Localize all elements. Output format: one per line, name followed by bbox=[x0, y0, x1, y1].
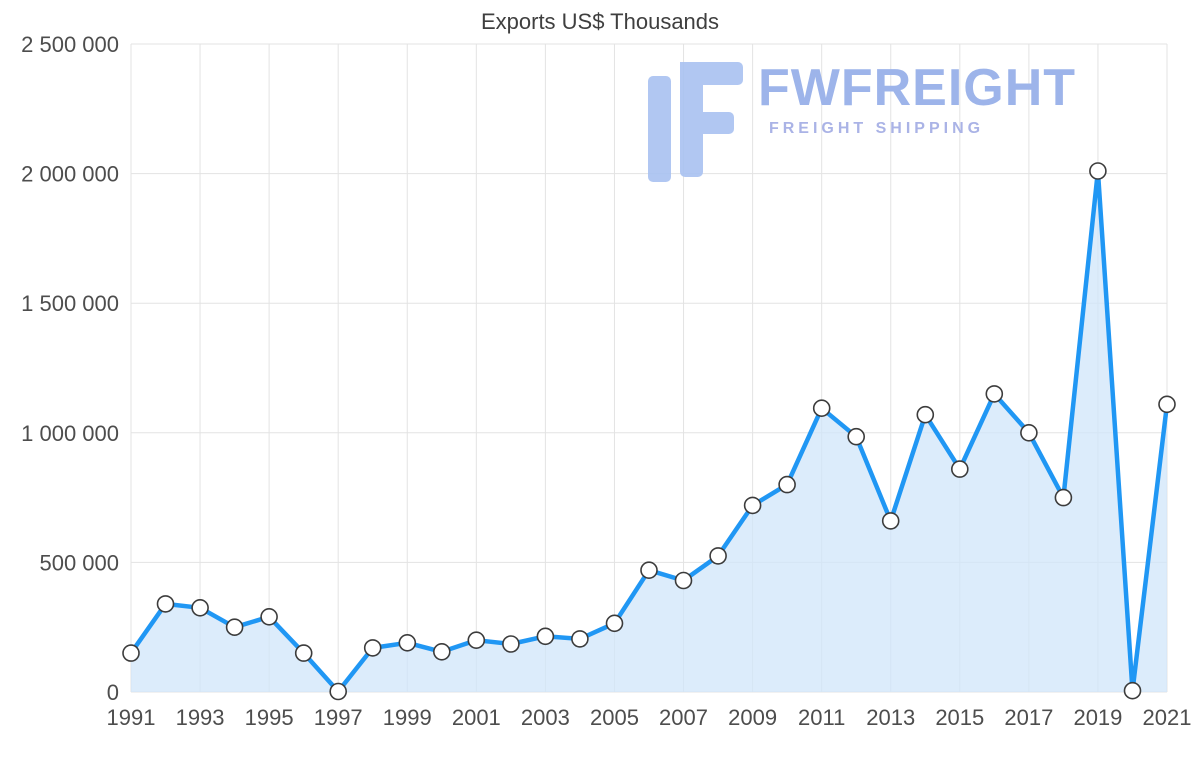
svg-text:1997: 1997 bbox=[314, 705, 363, 730]
svg-text:2021: 2021 bbox=[1143, 705, 1192, 730]
svg-text:2011: 2011 bbox=[798, 705, 845, 730]
svg-text:2 500 000: 2 500 000 bbox=[21, 32, 119, 57]
svg-text:2017: 2017 bbox=[1004, 705, 1053, 730]
svg-text:2009: 2009 bbox=[728, 705, 777, 730]
svg-text:1 000 000: 1 000 000 bbox=[21, 421, 119, 446]
svg-text:2005: 2005 bbox=[590, 705, 639, 730]
svg-text:1999: 1999 bbox=[383, 705, 432, 730]
svg-text:2001: 2001 bbox=[452, 705, 501, 730]
chart-title: Exports US$ Thousands bbox=[480, 9, 720, 34]
svg-text:2019: 2019 bbox=[1073, 705, 1122, 730]
svg-text:2015: 2015 bbox=[935, 705, 984, 730]
svg-text:2 000 000: 2 000 000 bbox=[21, 162, 119, 187]
svg-text:1991: 1991 bbox=[107, 705, 156, 730]
svg-text:2003: 2003 bbox=[521, 705, 570, 730]
svg-text:2013: 2013 bbox=[866, 705, 915, 730]
svg-text:500 000: 500 000 bbox=[39, 550, 119, 575]
svg-text:0: 0 bbox=[107, 680, 119, 705]
svg-text:1995: 1995 bbox=[245, 705, 294, 730]
svg-text:1993: 1993 bbox=[176, 705, 225, 730]
svg-text:2007: 2007 bbox=[659, 705, 708, 730]
svg-text:1 500 000: 1 500 000 bbox=[21, 291, 119, 316]
